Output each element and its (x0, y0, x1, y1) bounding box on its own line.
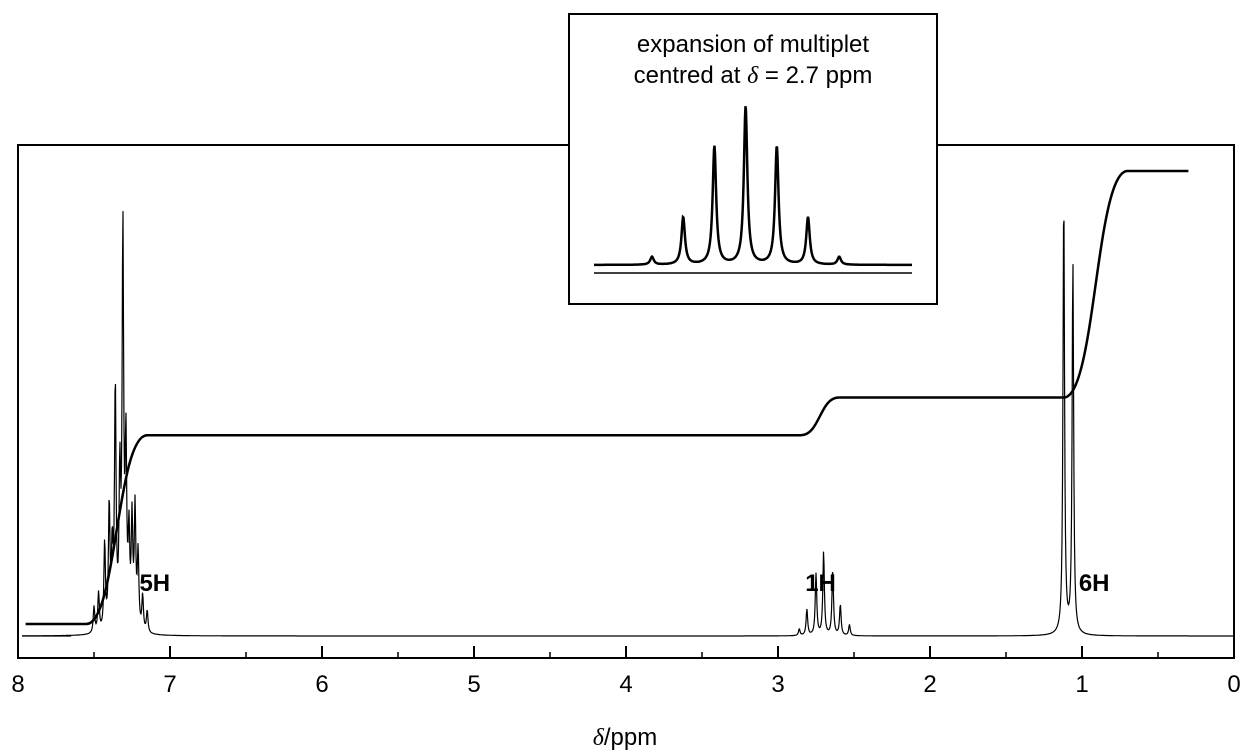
inset-title-line-1: expansion of multiplet (637, 31, 869, 58)
tick-label: 4 (619, 671, 632, 698)
spectrum-line (22, 211, 1233, 637)
tick-label: 2 (923, 671, 936, 698)
inset-title-line-2: centred at δ = 2.7 ppm (634, 62, 873, 89)
x-axis: 8 7 6 5 4 3 2 1 0 (11, 646, 1241, 698)
x-axis-label: δ/ppm (593, 724, 658, 751)
peak-label-1H: 1H (805, 570, 836, 597)
peak-label-5H: 5H (139, 570, 170, 597)
inset-title-suffix: = 2.7 ppm (758, 62, 872, 89)
multiplet-inset: expansion of multiplet centred at δ = 2.7… (568, 13, 938, 305)
x-axis-label-unit: /ppm (604, 724, 657, 751)
inset-septet-trace (594, 106, 912, 267)
tick-label: 7 (163, 671, 176, 698)
tick-label: 0 (1227, 671, 1240, 698)
integral-curve (25, 169, 1189, 626)
tick-label: 3 (771, 671, 784, 698)
inset-title-prefix: centred at (634, 62, 747, 89)
inset-box (568, 13, 938, 305)
tick-label: 1 (1075, 671, 1088, 698)
peak-label-6H: 6H (1079, 570, 1110, 597)
inset-title-symbol: δ (747, 63, 759, 89)
tick-label: 6 (315, 671, 328, 698)
x-axis-label-symbol: δ (593, 725, 605, 751)
integral-line (25, 169, 1189, 626)
spectrum-trace (22, 211, 1233, 637)
tick-label: 8 (11, 671, 24, 698)
tick-label: 5 (467, 671, 480, 698)
peak-labels: 5H 1H 6H (139, 570, 1109, 597)
